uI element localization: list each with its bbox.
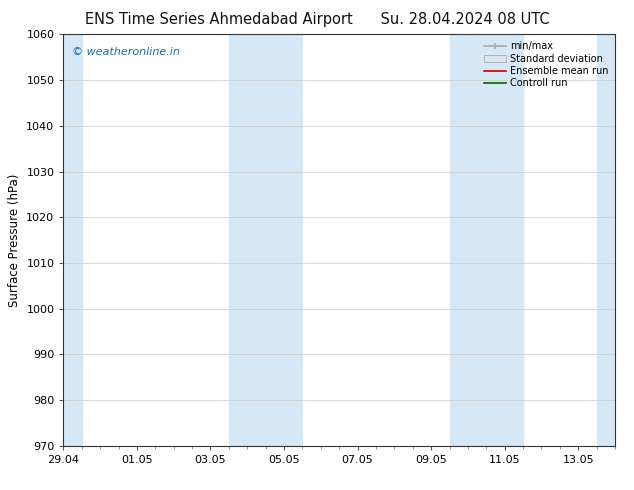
Bar	[597, 34, 619, 446]
Bar	[450, 34, 523, 446]
Text: ENS Time Series Ahmedabad Airport      Su. 28.04.2024 08 UTC: ENS Time Series Ahmedabad Airport Su. 28…	[85, 12, 549, 27]
Bar	[60, 34, 82, 446]
Text: © weatheronline.in: © weatheronline.in	[72, 47, 179, 57]
Legend: min/max, Standard deviation, Ensemble mean run, Controll run: min/max, Standard deviation, Ensemble me…	[482, 39, 610, 90]
Bar	[229, 34, 302, 446]
Y-axis label: Surface Pressure (hPa): Surface Pressure (hPa)	[8, 173, 21, 307]
